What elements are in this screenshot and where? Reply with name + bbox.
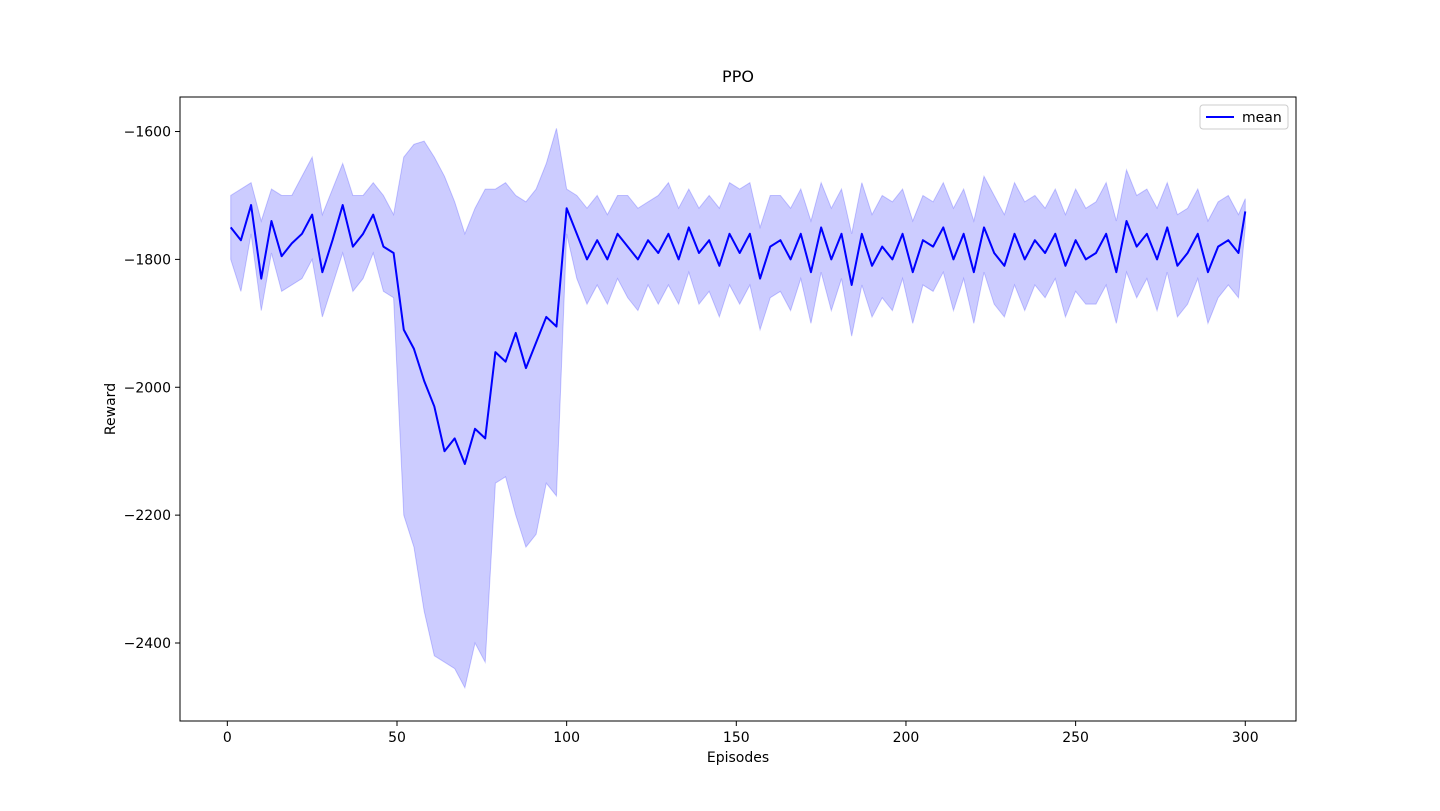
x-tick-label: 0	[223, 730, 232, 746]
y-tick-label: −1600	[124, 125, 171, 141]
x-tick-label: 150	[723, 730, 750, 746]
chart-title: PPO	[722, 67, 754, 86]
line	[229, 204, 1247, 465]
x-tick-label: 100	[553, 730, 580, 746]
x-tick-label: 300	[1232, 730, 1259, 746]
x-axis-label: Episodes	[707, 750, 769, 766]
x-tick-label: 50	[388, 730, 406, 746]
y-tick-label: −2200	[124, 508, 171, 524]
y-tick-label: −1800	[124, 252, 171, 268]
x-tick-label: 250	[1062, 730, 1089, 746]
legend-label: mean	[1242, 110, 1282, 126]
axes-frame	[179, 96, 1297, 722]
legend-box	[1199, 104, 1289, 130]
y-tick-label: −2000	[124, 380, 171, 396]
y-axis-label: Reward	[103, 383, 119, 435]
x-tick-label: 200	[893, 730, 920, 746]
band	[230, 128, 1246, 690]
y-tick-label: −2400	[124, 636, 171, 652]
